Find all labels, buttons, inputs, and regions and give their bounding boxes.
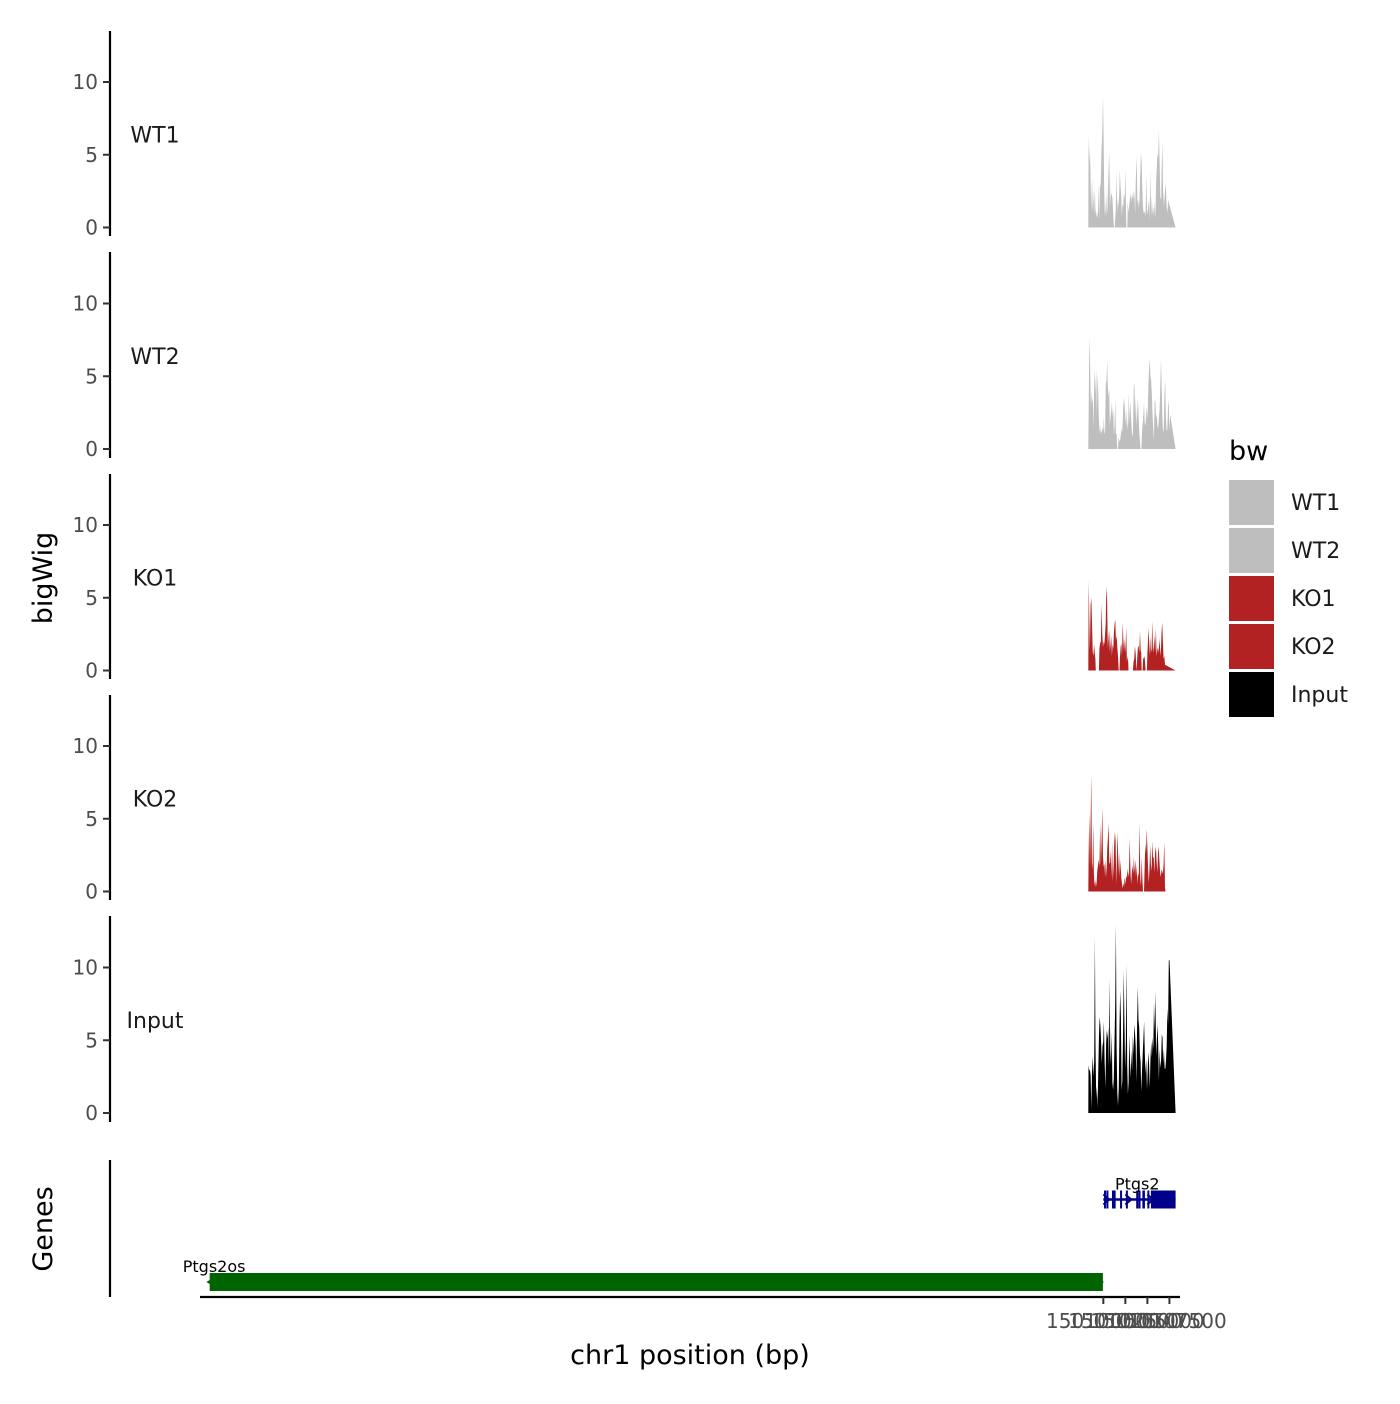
legend: WT1 WT2 KO1 KO2 Input [1229, 480, 1348, 717]
gene-exon [1104, 1190, 1107, 1209]
legend-label: WT1 [1291, 491, 1340, 516]
y-tick-label: 0 [85, 880, 98, 904]
x-tick-label: 150102500 [1068, 1309, 1183, 1333]
y-tick-label: 5 [85, 807, 98, 831]
y-tick-label: 10 [73, 513, 98, 537]
legend-swatch [1229, 672, 1274, 717]
tracks-layer: 0 5 10 WT1 0 5 10 WT2 0 5 10 KO1 0 5 10 KO2 0 5 10 Input [73, 31, 1176, 1125]
gene-exon [1147, 1190, 1150, 1209]
gene-exon [1150, 1190, 1176, 1209]
y-tick-label: 5 [85, 364, 98, 388]
gene-ptgs2: Ptgs2 [1102, 1175, 1176, 1209]
gene-exon [1138, 1190, 1141, 1209]
legend-label: KO1 [1291, 587, 1336, 612]
legend-label: WT2 [1291, 539, 1340, 564]
legend-swatch [1229, 576, 1274, 621]
track-input: 0 5 10 Input [73, 916, 1176, 1125]
y-tick-label: 0 [85, 659, 98, 683]
gene-exon [1125, 1190, 1128, 1209]
y-tick-label: 0 [85, 216, 98, 240]
y-tick-label: 0 [85, 1101, 98, 1125]
coverage-area-input [1088, 923, 1176, 1113]
y-tick-label: 0 [85, 437, 98, 461]
y-tick-label: 10 [73, 956, 98, 980]
legend-item-input: Input [1229, 672, 1348, 717]
track-ko1: 0 5 10 KO1 [73, 474, 1176, 683]
gene-exon [1111, 1190, 1114, 1209]
x-tick-label: 150100000 [1046, 1309, 1161, 1333]
gene-exon [1136, 1190, 1139, 1209]
gene-exon [1142, 1190, 1145, 1209]
gene-ptgs2os: Ptgs2os [183, 1257, 1104, 1291]
y-tick-label: 10 [73, 734, 98, 758]
track-label: KO1 [133, 567, 178, 592]
track-label: KO2 [133, 788, 178, 813]
track-wt2: 0 5 10 WT2 [73, 252, 1176, 461]
legend-swatch [1229, 480, 1274, 525]
genes-track-title: Genes [28, 1186, 59, 1271]
legend-item-ko1: KO1 [1229, 576, 1336, 621]
legend-item-wt1: WT1 [1229, 480, 1340, 525]
legend-item-ko2: KO2 [1229, 624, 1336, 669]
track-label: WT2 [130, 345, 179, 370]
gene-exon [1120, 1190, 1123, 1209]
track-wt1: 0 5 10 WT1 [73, 31, 1176, 240]
genes-layer: Ptgs2 Ptgs2os [108, 1160, 1176, 1297]
x-tick-label: 150107500 [1112, 1309, 1227, 1333]
y-tick-label: 10 [73, 292, 98, 316]
track-ko2: 0 5 10 KO2 [73, 695, 1176, 904]
y-axis-title: bigWig [28, 532, 59, 625]
gene-label: Ptgs2 [1115, 1175, 1160, 1194]
legend-label: KO2 [1291, 635, 1336, 660]
x-tick-label: 150105000 [1090, 1309, 1205, 1333]
y-tick-label: 5 [85, 1028, 98, 1052]
x-axis-title: chr1 position (bp) [570, 1340, 810, 1371]
gene-exon [1113, 1190, 1116, 1209]
coverage-area-wt2 [1088, 338, 1176, 449]
track-label: WT1 [130, 124, 179, 149]
legend-label: Input [1291, 683, 1348, 708]
coverage-area-ko1 [1088, 580, 1176, 671]
coverage-area-wt1 [1088, 95, 1176, 228]
y-tick-label: 5 [85, 143, 98, 167]
y-tick-label: 5 [85, 586, 98, 610]
gene-exon [209, 1273, 1103, 1291]
legend-title: bw [1229, 436, 1268, 467]
y-tick-label: 10 [73, 70, 98, 94]
gene-exon [1106, 1190, 1109, 1209]
coverage-area-ko2 [1088, 773, 1176, 892]
legend-item-wt2: WT2 [1229, 528, 1340, 573]
legend-swatch [1229, 624, 1274, 669]
gene-label: Ptgs2os [183, 1257, 246, 1276]
track-label: Input [127, 1009, 184, 1034]
legend-swatch [1229, 528, 1274, 573]
